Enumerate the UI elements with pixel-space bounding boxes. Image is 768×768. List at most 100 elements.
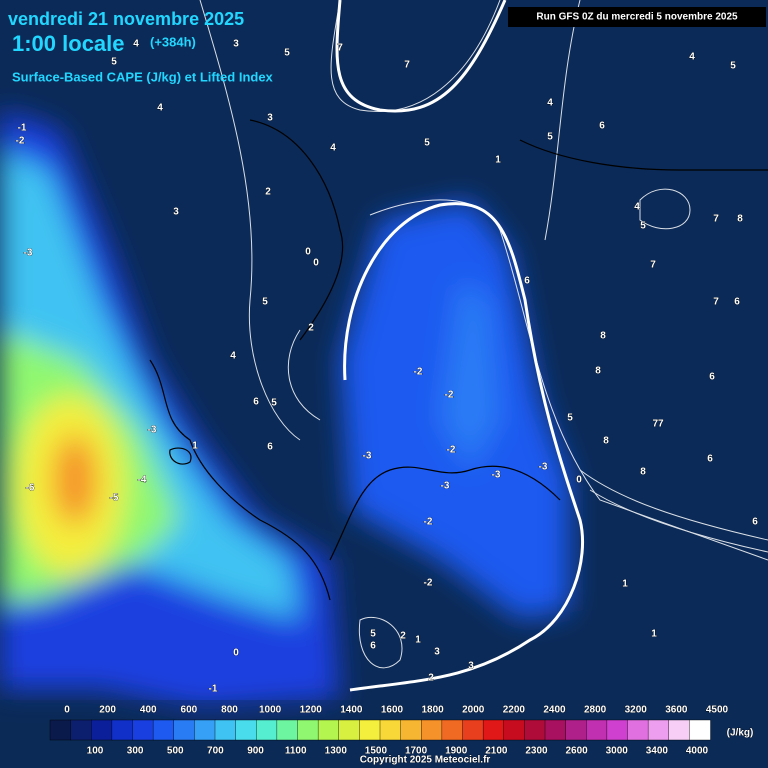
colorbar-bottom-label: 2600 — [565, 746, 588, 757]
contour-label: 8 — [600, 331, 606, 342]
contour-label: 5 — [271, 398, 277, 409]
contour-label: -6 — [26, 483, 35, 494]
colorbar-top-label: 1400 — [340, 705, 363, 716]
contour-label: 7 — [713, 214, 719, 225]
colorbar-top-label: 0 — [64, 705, 70, 716]
contour-label: 0 — [313, 258, 319, 269]
contour-label: -3 — [148, 425, 157, 436]
contour-label: -3 — [363, 451, 372, 462]
contour-label: 5 — [284, 48, 290, 59]
colorbar-swatch — [173, 719, 196, 741]
colorbar-swatch — [689, 719, 711, 741]
colorbar-bottom-label: 1300 — [325, 746, 348, 757]
colorbar-swatch — [503, 719, 526, 741]
lead-time: (+384h) — [150, 34, 196, 49]
colorbar-top-label: 400 — [140, 705, 157, 716]
contour-label: -2 — [445, 390, 454, 401]
contour-label: 1 — [192, 441, 198, 452]
contour-label: 4 — [547, 98, 553, 109]
contour-label: 7 — [404, 60, 410, 71]
colorbar-bottom-label: 2100 — [485, 746, 508, 757]
contour-label: -2 — [424, 578, 433, 589]
colorbar-swatch — [462, 719, 484, 741]
forecast-date: vendredi 21 novembre 2025 — [8, 9, 244, 29]
colorbar-top-label: 200 — [99, 705, 116, 716]
colorbar-swatch — [379, 719, 402, 741]
colorbar-swatch — [441, 719, 464, 741]
contour-label: 8 — [603, 436, 609, 447]
colorbar-swatch — [49, 719, 72, 741]
colorbar-swatch — [194, 719, 216, 741]
colorbar-swatch — [91, 719, 113, 741]
colorbar-swatch — [668, 719, 691, 741]
contour-label: 8 — [640, 467, 646, 478]
contour-label: -3 — [539, 462, 548, 473]
contour-label: 6 — [752, 517, 758, 528]
colorbar-swatch — [276, 719, 299, 741]
colorbar-swatch — [338, 719, 361, 741]
contour-label: 3 — [434, 647, 440, 658]
colorbar-swatch — [256, 719, 278, 741]
contour-label: 5 — [262, 297, 268, 308]
colorbar: 0 200 400 600 800 1000 1200 1400 1600 1800 2000 220… — [49, 704, 729, 757]
contour-label: 5 — [567, 413, 573, 424]
cape-field — [0, 110, 570, 710]
contour-label: -1 — [18, 123, 27, 134]
contour-label: 2 — [265, 187, 271, 198]
contour-label: 8 — [595, 366, 601, 377]
contours — [199, 0, 768, 669]
colorbar-top-label: 3200 — [625, 705, 648, 716]
contour-label: 4 — [230, 351, 236, 362]
contour-label: 6 — [524, 276, 530, 287]
colorbar-bottom-label: 1700 — [405, 746, 428, 757]
colorbar-bottom-label: 1900 — [445, 746, 468, 757]
colorbar-top-label: 2000 — [462, 705, 485, 716]
colorbar-bottom-label: 4000 — [686, 746, 709, 757]
colorbar-top-label: 600 — [181, 705, 198, 716]
colorbar-swatch — [524, 719, 546, 741]
contour-label: -4 — [138, 475, 147, 486]
contour-label: 3 — [267, 113, 273, 124]
contour-label: -3 — [441, 481, 450, 492]
contour-label: 4 — [133, 39, 139, 50]
contour-label: 6 — [734, 297, 740, 308]
colorbar-swatch — [647, 719, 670, 741]
colorbar-swatch — [317, 719, 340, 741]
colorbar-swatch — [111, 719, 134, 741]
contour-label: 8 — [737, 214, 743, 225]
colorbar-swatch — [565, 719, 587, 741]
colorbar-unit: (J/kg) — [727, 728, 754, 739]
contour-label: 6 — [599, 121, 605, 132]
colorbar-bottom-label: 3400 — [646, 746, 669, 757]
coastlines — [149, 119, 768, 601]
contour-label: 1 — [622, 579, 628, 590]
colorbar-bottom-label: 2300 — [525, 746, 548, 757]
contour-label: 1 — [651, 629, 657, 640]
colorbar-swatch — [606, 719, 629, 741]
contour-label: -2 — [424, 517, 433, 528]
contour-label: -3 — [492, 470, 501, 481]
colorbar-swatch — [214, 719, 237, 741]
contour-label: 4 — [157, 103, 163, 114]
contour-label: -2 — [414, 367, 423, 378]
contour-label: 7 — [713, 297, 719, 308]
colorbar-top-label: 1800 — [422, 705, 445, 716]
local-time: 1:00 locale — [12, 31, 125, 56]
colorbar-bottom-label: 500 — [167, 746, 184, 757]
colorbar-swatch — [132, 719, 154, 741]
contour-label: -1 — [209, 684, 218, 695]
run-info-box — [508, 7, 766, 27]
contour-label: 6 — [707, 454, 713, 465]
contour-label: 7 — [650, 260, 656, 271]
contour-label: 3 — [233, 39, 239, 50]
colorbar-top-label: 2800 — [584, 705, 607, 716]
colorbar-bottom-label: 1100 — [285, 746, 307, 757]
colorbar-bottom-label: 900 — [247, 746, 264, 757]
colorbar-swatch — [482, 719, 505, 741]
contour-label: 6 — [267, 442, 273, 453]
colorbar-top-label: 2400 — [543, 705, 566, 716]
contour-label: 4 — [634, 202, 640, 213]
